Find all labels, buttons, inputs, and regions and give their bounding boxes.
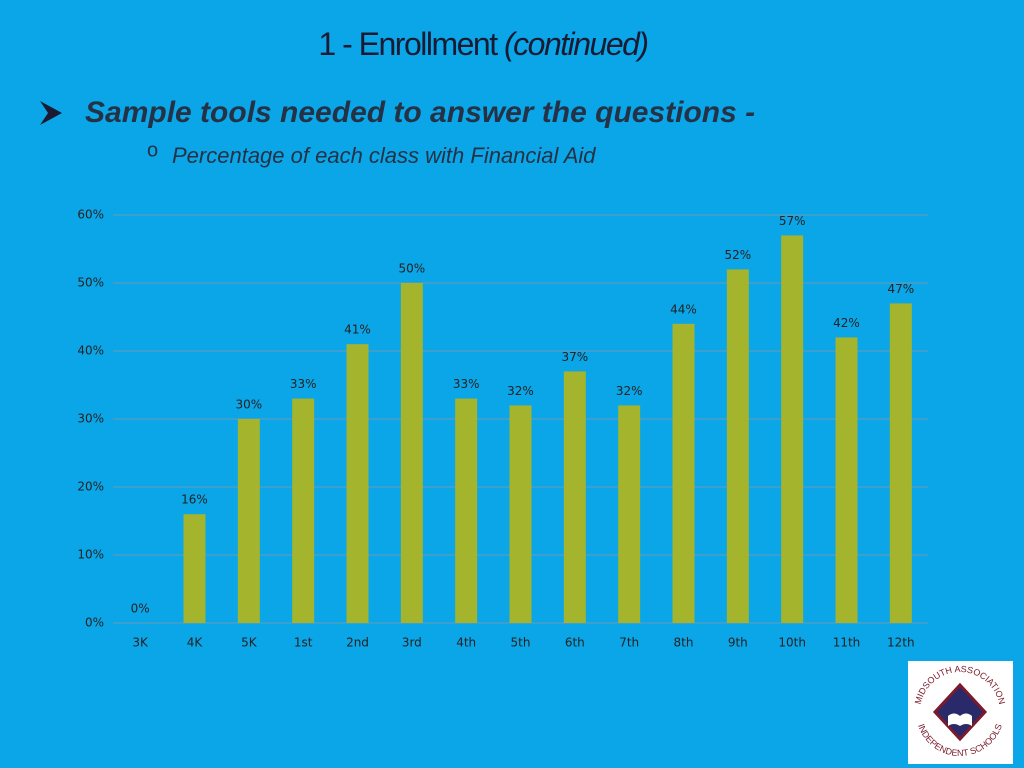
x-tick-label: 1st [294,636,313,650]
value-label: 52% [724,248,751,262]
y-tick-label: 30% [77,412,104,426]
y-tick-label: 20% [77,480,104,494]
slide-title: 1 - Enrollment (continued) [318,26,647,62]
y-tick-label: 50% [77,276,104,290]
x-tick-label: 9th [728,636,748,650]
logo-book [948,713,972,726]
bar [509,405,532,623]
bar [292,398,315,623]
value-label: 33% [290,377,317,391]
value-label: 50% [398,262,425,276]
sub-bullet-marker: o [147,139,158,161]
value-label: 57% [779,214,806,228]
x-tick-label: 12th [887,636,915,650]
value-label: 41% [344,323,371,337]
title-main: 1 - Enrollment [318,26,498,62]
value-label: 42% [833,316,860,330]
bar [781,235,804,623]
y-tick-label: 60% [77,208,104,222]
x-tick-label: 3rd [402,636,422,650]
x-tick-label: 5th [511,636,531,650]
bar [835,337,858,623]
bar [563,371,586,623]
bullet-main: Sample tools needed to answer the questi… [85,96,755,129]
y-tick-label: 10% [77,548,104,562]
value-label: 37% [561,350,588,364]
logo: MIDSOUTH ASSOCIATION INDEPENDENT SCHOOLS [908,661,1013,764]
x-tick-label: 3K [132,636,149,650]
value-label: 32% [616,384,643,398]
title-italic: (continued) [504,26,648,62]
value-label: 33% [453,377,480,391]
y-tick-label: 40% [77,344,104,358]
bullet-arrow [40,101,62,125]
x-tick-label: 11th [833,636,861,650]
x-tick-label: 5K [241,636,258,650]
x-tick-label: 4K [187,636,204,650]
chart: 0% 10% 20% 30% 40% 50% 60% 3K 0% 4K 16% 5K 30% 1st 33%… [77,208,928,650]
bar [455,398,478,623]
bar [889,303,912,623]
bar [618,405,641,623]
bar [237,419,260,623]
bar [672,323,695,623]
bar [346,344,369,623]
y-tick-label: 0% [85,616,104,630]
x-tick-label: 8th [674,636,694,650]
x-tick-label: 4th [456,636,476,650]
logo-diamond [932,682,988,742]
value-label: 16% [181,493,208,507]
bar [183,514,206,623]
bullet-sub: Percentage of each class with Financial … [172,143,596,168]
x-tick-label: 6th [565,636,585,650]
x-tick-label: 7th [619,636,639,650]
value-label: 44% [670,302,697,316]
bar [726,269,749,623]
x-tick-label: 10th [778,636,806,650]
value-label: 32% [507,384,534,398]
value-label: 30% [235,398,262,412]
value-label: 0% [131,602,150,616]
bar [400,283,423,623]
value-label: 47% [887,282,914,296]
x-tick-label: 2nd [346,636,369,650]
